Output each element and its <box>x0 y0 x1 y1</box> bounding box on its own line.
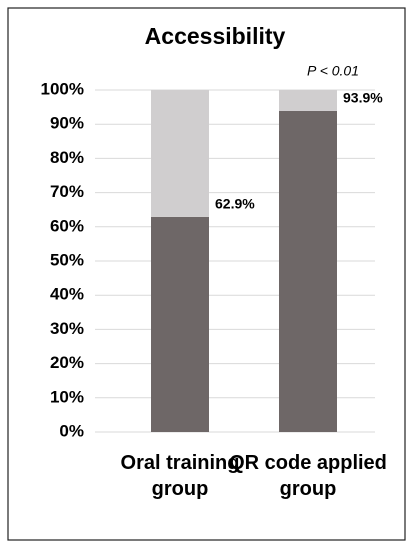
bar-segment <box>151 216 209 432</box>
y-tick-label: 10% <box>50 387 84 406</box>
chart-title: Accessibility <box>145 23 286 49</box>
x-tick-label: QR code applied group <box>229 452 387 500</box>
y-tick-label: 100% <box>41 79 84 98</box>
y-tick-label: 80% <box>50 148 84 167</box>
x-tick-label: Oral training group <box>120 452 240 500</box>
value-label: 62.9% <box>215 196 255 212</box>
frame <box>7 7 406 541</box>
y-tick-label: 70% <box>50 182 84 201</box>
y-tick-label: 90% <box>50 114 84 133</box>
bar-segment <box>151 90 209 217</box>
bar-segment <box>279 110 337 432</box>
bar-segment <box>279 90 337 111</box>
annotation: P < 0.01 <box>307 63 359 79</box>
y-tick-label: 40% <box>50 285 84 304</box>
y-tick-label: 50% <box>50 250 84 269</box>
y-tick-label: 60% <box>50 216 84 235</box>
y-tick-label: 30% <box>50 319 84 338</box>
y-tick-label: 20% <box>50 353 84 372</box>
value-label: 93.9% <box>343 90 383 106</box>
y-tick-label: 0% <box>59 421 84 440</box>
